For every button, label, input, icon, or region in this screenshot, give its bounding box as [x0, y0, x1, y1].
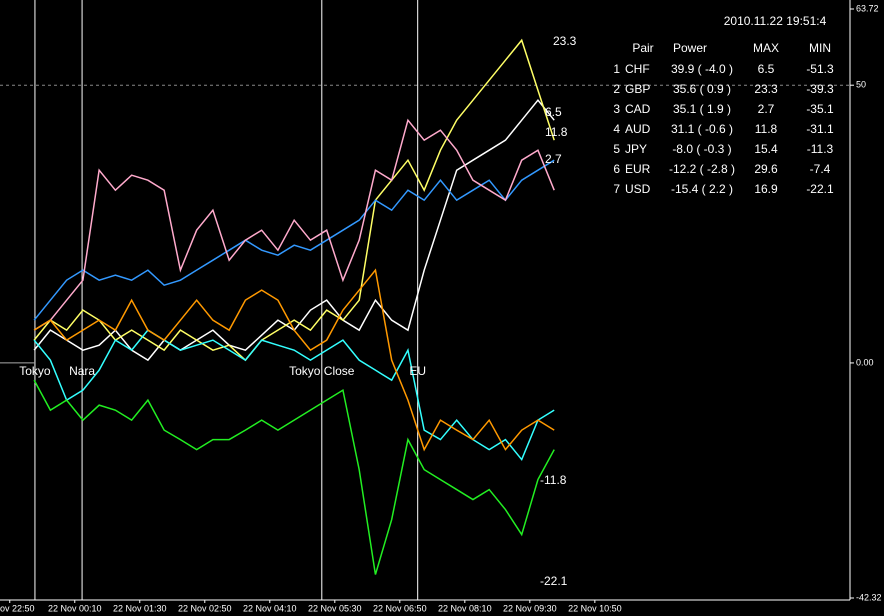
table-min: -35.1 [806, 102, 834, 116]
table-pair: CAD [625, 102, 651, 116]
x-tick-label: 22 Nov 04:10 [243, 603, 297, 613]
end-label: -22.1 [540, 574, 568, 588]
table-header: Power [673, 41, 707, 55]
table-power: 39.9 ( -4.0 ) [671, 62, 733, 76]
table-min: -11.3 [807, 142, 834, 156]
table-pair: EUR [625, 162, 651, 176]
series-line [33, 38, 555, 362]
table-rank: 2 [613, 82, 620, 96]
table-min: -7.4 [810, 162, 831, 176]
table-rank: 6 [613, 162, 620, 176]
table-rank: 3 [613, 102, 620, 116]
table-power: -12.2 ( -2.8 ) [669, 162, 735, 176]
table-max: 16.9 [754, 182, 778, 196]
table-power: 35.1 ( 1.9 ) [673, 102, 731, 116]
end-label: 2.7 [545, 152, 562, 166]
table-power: -15.4 ( 2.2 ) [671, 182, 733, 196]
x-tick-label: 22 Nov 06:50 [373, 603, 427, 613]
table-header: MIN [809, 41, 831, 55]
series-line [33, 159, 555, 321]
x-tick-label: 22 Nov 08:10 [438, 603, 492, 613]
series-line [33, 329, 555, 462]
table-header: Pair [632, 41, 653, 55]
table-max: 6.5 [758, 62, 775, 76]
table-pair: AUD [625, 122, 651, 136]
x-tick-label: ov 22:50 [0, 603, 35, 613]
y-tick-label: -42.32 [856, 592, 882, 602]
table-max: 29.6 [754, 162, 778, 176]
session-label: Tokyo Close [289, 364, 355, 378]
series-line [33, 118, 555, 331]
y-tick-label: 63.72 [856, 3, 879, 13]
session-label: EU [409, 364, 426, 378]
end-label: 6.5 [545, 105, 562, 119]
y-tick-label: 0.00 [856, 357, 874, 367]
table-rank: 1 [613, 62, 620, 76]
y-tick-label: 50 [856, 80, 866, 90]
session-label: Tokyo [19, 364, 51, 378]
table-max: 2.7 [758, 102, 775, 116]
table-header: MAX [753, 41, 779, 55]
series-line [33, 379, 555, 575]
table-pair: CHF [625, 62, 650, 76]
table-pair: USD [625, 182, 651, 196]
x-tick-label: 22 Nov 02:50 [178, 603, 232, 613]
session-label: Nara [69, 364, 95, 378]
table-power: 35.6 ( 0.9 ) [673, 82, 731, 96]
end-label: 11.8 [545, 125, 568, 139]
timestamp: 2010.11.22 19:51:4 [724, 14, 827, 28]
x-tick-label: 22 Nov 10:50 [568, 603, 622, 613]
table-power: -8.0 ( -0.3 ) [672, 142, 731, 156]
x-tick-label: 22 Nov 01:30 [113, 603, 167, 613]
x-tick-label: 22 Nov 09:30 [503, 603, 557, 613]
table-rank: 7 [613, 182, 620, 196]
x-tick-label: 22 Nov 00:10 [48, 603, 102, 613]
table-min: -39.3 [806, 82, 834, 96]
table-pair: JPY [625, 142, 647, 156]
table-min: -22.1 [806, 182, 834, 196]
table-pair: GBP [625, 82, 650, 96]
end-label: 23.3 [553, 34, 577, 48]
series-line [33, 268, 555, 452]
x-tick-label: 22 Nov 05:30 [308, 603, 362, 613]
table-max: 11.8 [755, 122, 778, 136]
table-power: 31.1 ( -0.6 ) [671, 122, 733, 136]
table-min: -51.3 [806, 62, 834, 76]
table-max: 15.4 [754, 142, 778, 156]
table-rank: 5 [613, 142, 620, 156]
table-min: -31.1 [806, 122, 834, 136]
table-max: 23.3 [754, 82, 778, 96]
end-label: -11.8 [540, 473, 567, 487]
table-rank: 4 [613, 122, 620, 136]
